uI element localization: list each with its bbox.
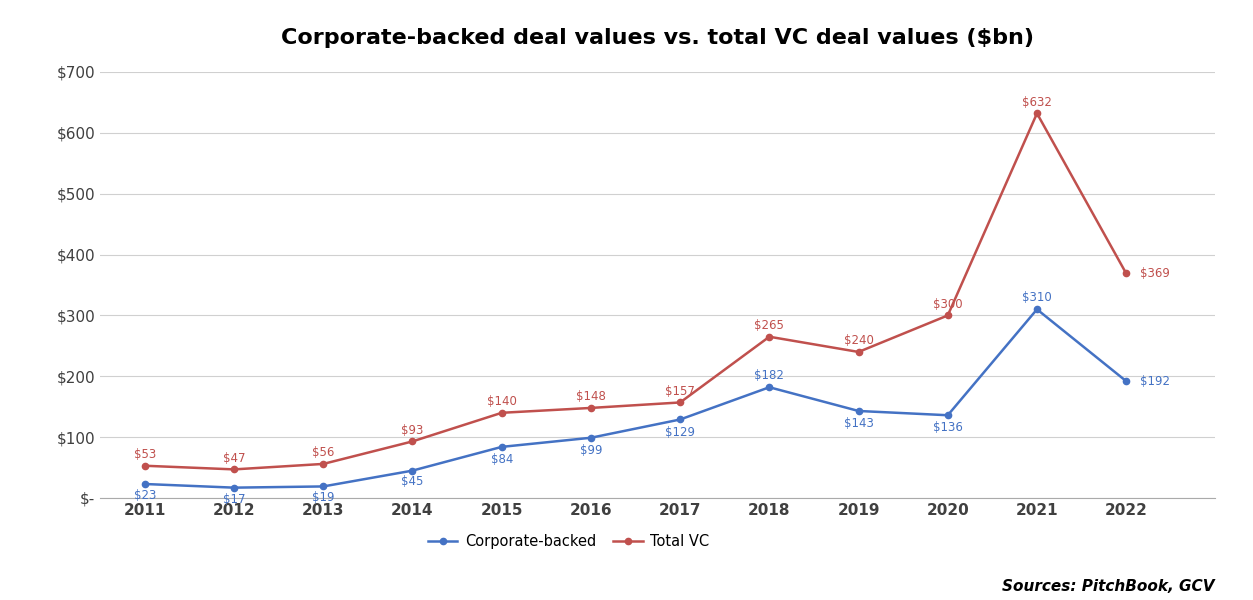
Corporate-backed: [1030, 306, 1045, 313]
Total VC: [1119, 270, 1134, 277]
Total VC: [1030, 110, 1045, 117]
Title: Corporate-backed deal values vs. total VC deal values ($bn): Corporate-backed deal values vs. total V…: [282, 28, 1034, 48]
Text: $99: $99: [580, 444, 603, 457]
Total VC: [316, 460, 331, 467]
Total VC: [851, 349, 866, 356]
Total VC: [494, 409, 509, 416]
Legend: Corporate-backed, Total VC: Corporate-backed, Total VC: [422, 528, 715, 554]
Text: $140: $140: [486, 395, 516, 408]
Text: $192: $192: [1139, 374, 1169, 388]
Text: $17: $17: [223, 493, 246, 506]
Corporate-backed: [138, 481, 153, 488]
Total VC: [673, 399, 688, 406]
Corporate-backed: [316, 483, 331, 490]
Text: $129: $129: [665, 425, 695, 439]
Text: $19: $19: [312, 491, 335, 505]
Text: $632: $632: [1022, 95, 1053, 109]
Text: $300: $300: [933, 298, 962, 311]
Text: Sources: PitchBook, GCV: Sources: PitchBook, GCV: [1002, 579, 1215, 594]
Text: $136: $136: [932, 421, 962, 434]
Text: $310: $310: [1022, 292, 1051, 304]
Corporate-backed: [851, 407, 866, 415]
Text: $265: $265: [754, 319, 784, 332]
Text: $148: $148: [576, 390, 606, 403]
Corporate-backed: [494, 443, 509, 451]
Text: $182: $182: [754, 370, 784, 382]
Text: $93: $93: [401, 424, 424, 437]
Text: $84: $84: [490, 453, 512, 466]
Text: $240: $240: [843, 334, 873, 347]
Total VC: [940, 312, 955, 319]
Text: $23: $23: [134, 489, 157, 502]
Corporate-backed: [1119, 377, 1134, 385]
Total VC: [584, 404, 599, 412]
Total VC: [762, 333, 777, 340]
Text: $369: $369: [1139, 267, 1169, 280]
Corporate-backed: [405, 467, 420, 474]
Text: $45: $45: [401, 475, 424, 488]
Corporate-backed: [940, 412, 955, 419]
Total VC: [227, 466, 242, 473]
Text: $47: $47: [223, 452, 246, 464]
Corporate-backed: [227, 484, 242, 491]
Line: Total VC: Total VC: [142, 110, 1129, 473]
Line: Corporate-backed: Corporate-backed: [142, 306, 1129, 491]
Text: $56: $56: [312, 446, 335, 459]
Corporate-backed: [584, 434, 599, 442]
Total VC: [405, 438, 420, 445]
Text: $157: $157: [665, 385, 695, 398]
Text: $53: $53: [134, 448, 155, 461]
Text: $143: $143: [843, 417, 873, 430]
Corporate-backed: [673, 416, 688, 423]
Corporate-backed: [762, 383, 777, 391]
Total VC: [138, 462, 153, 469]
